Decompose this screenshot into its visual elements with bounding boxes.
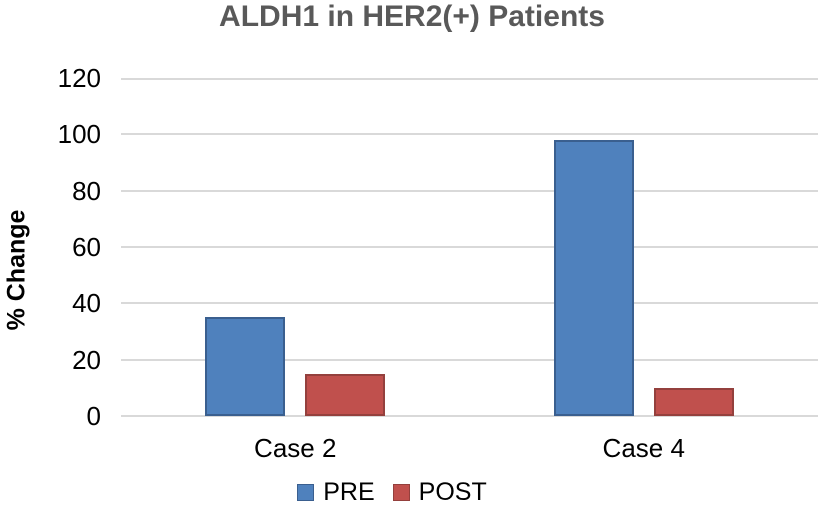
y-tick-80: 80 bbox=[72, 175, 101, 206]
legend: PRE POST bbox=[0, 478, 784, 507]
bar-pre-case-4 bbox=[553, 139, 634, 416]
legend-item-pre: PRE bbox=[297, 478, 375, 507]
gridline-40 bbox=[121, 302, 818, 305]
x-label-case-2: Case 2 bbox=[254, 433, 337, 463]
gridline-20 bbox=[121, 358, 818, 361]
y-axis-tick-labels: 0 20 40 60 80 100 120 bbox=[0, 0, 101, 511]
legend-label-post: POST bbox=[418, 478, 487, 506]
legend-swatch-post bbox=[392, 484, 410, 501]
gridline-80 bbox=[121, 189, 818, 192]
gridline-0 bbox=[121, 415, 818, 417]
legend-item-post: POST bbox=[392, 478, 487, 507]
x-label-case-4: Case 4 bbox=[602, 433, 685, 463]
gridline-60 bbox=[121, 246, 818, 248]
legend-swatch-pre bbox=[297, 484, 315, 501]
plot-area bbox=[121, 78, 818, 417]
bar-pre-case-2 bbox=[205, 317, 286, 416]
chart-title: ALDH1 in HER2(+) Patients bbox=[219, 0, 605, 33]
x-axis-labels: Case 2 Case 4 bbox=[121, 433, 818, 467]
gridline-120 bbox=[121, 78, 818, 80]
y-tick-60: 60 bbox=[72, 232, 101, 262]
y-tick-120: 120 bbox=[57, 63, 101, 93]
gridline-100 bbox=[121, 133, 818, 136]
bar-post-case-4 bbox=[653, 387, 734, 416]
y-tick-100: 100 bbox=[57, 119, 101, 150]
y-tick-0: 0 bbox=[86, 401, 101, 431]
y-tick-20: 20 bbox=[72, 344, 101, 375]
legend-label-pre: PRE bbox=[323, 478, 375, 506]
y-tick-40: 40 bbox=[72, 288, 101, 319]
bar-post-case-2 bbox=[305, 373, 386, 416]
